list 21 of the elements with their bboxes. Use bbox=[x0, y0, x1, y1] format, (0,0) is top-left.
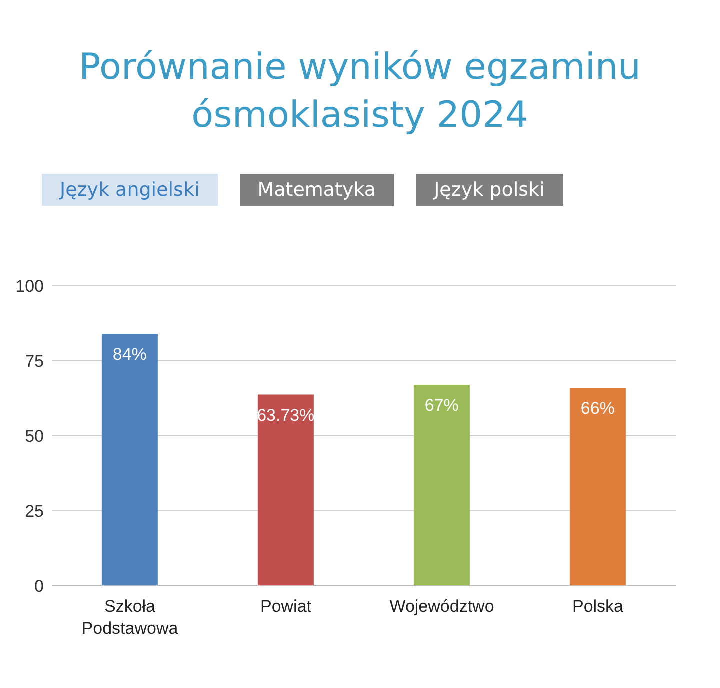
y-tick-label: 75 bbox=[25, 352, 44, 372]
bar bbox=[258, 394, 314, 586]
y-tick-label: 50 bbox=[25, 427, 44, 446]
y-tick-label: 25 bbox=[25, 502, 44, 522]
x-tick-label: Powiat bbox=[260, 597, 312, 616]
data-label: 66% bbox=[580, 399, 615, 418]
data-label: 67% bbox=[424, 396, 459, 415]
data-label: 84% bbox=[112, 345, 147, 364]
tab-button: Język angielski bbox=[42, 174, 218, 206]
tab-button: Język polski bbox=[416, 174, 563, 206]
data-label: 63.73% bbox=[257, 406, 315, 425]
bar bbox=[102, 334, 158, 586]
x-tick-label: Szkoła Podstawowa bbox=[82, 597, 179, 638]
x-tick-label: Województwo bbox=[390, 597, 494, 616]
x-tick-label: Polska bbox=[572, 597, 624, 616]
y-tick-label: 100 bbox=[16, 277, 44, 296]
chart-title: Porównanie wyników egzaminu ósmoklasisty 2024 bbox=[78, 46, 642, 138]
bar bbox=[570, 388, 626, 586]
tab-button: Matematyka bbox=[240, 174, 394, 206]
bar bbox=[414, 385, 470, 586]
y-tick-label: 0 bbox=[34, 577, 44, 596]
